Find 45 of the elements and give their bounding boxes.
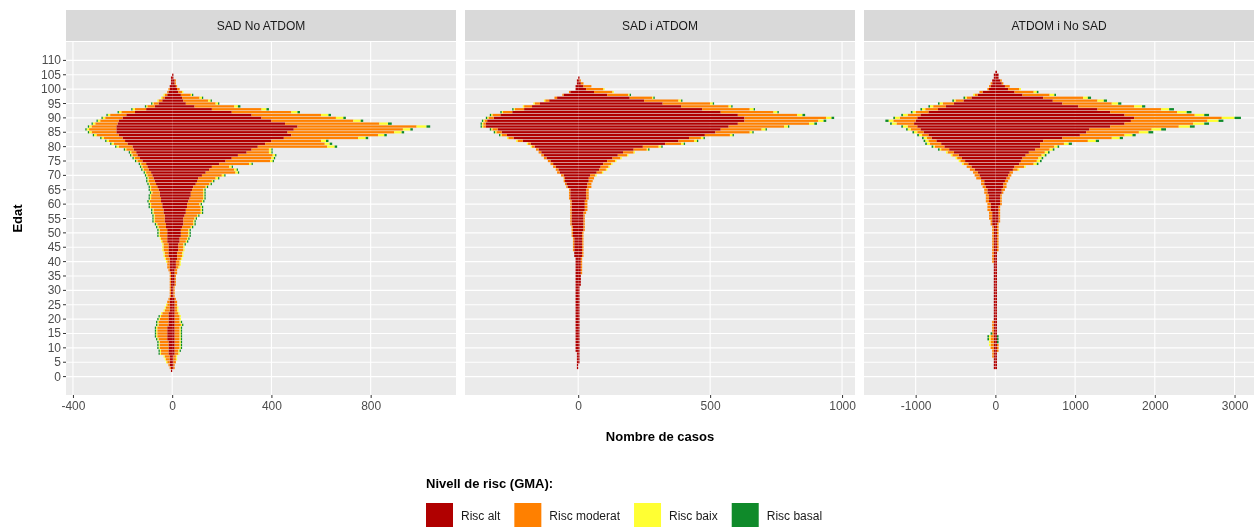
y-tick-label: 95 (47, 96, 62, 111)
y-tick-label: 110 (41, 53, 62, 68)
x-axis-title: Nombre de casos (605, 429, 715, 444)
y-tick-label: 15 (47, 326, 62, 341)
y-tick-label: 100 (40, 82, 62, 97)
y-axis-title: Edat (10, 203, 25, 233)
legend-label: Risc basal (766, 509, 823, 523)
legend-label: Risc baix (669, 509, 718, 523)
chart-title: SAD i ATDOM (622, 19, 698, 33)
legend-title: Nivell de risc (GMA): (426, 476, 554, 491)
y-tick-label: 85 (47, 125, 62, 140)
x-tick-label: -400 (61, 398, 86, 413)
y-tick-label: 65 (47, 182, 62, 197)
x-tick-label: 2000 (1141, 398, 1169, 413)
x-tick-label: 500 (700, 398, 721, 413)
x-tick-label: 1000 (1062, 398, 1090, 413)
x-tick-label: 0 (575, 398, 583, 413)
y-tick-label: 55 (47, 211, 62, 226)
legend-label: Risc moderat (549, 509, 621, 523)
y-tick-label: 70 (47, 168, 62, 183)
y-tick-label: 90 (47, 110, 62, 125)
y-tick-label: 45 (47, 240, 62, 255)
y-tick-label: 75 (47, 154, 62, 169)
x-tick-label: 1000 (829, 398, 857, 413)
y-tick-label: 105 (40, 67, 62, 82)
y-tick-label: 60 (47, 197, 62, 212)
x-tick-label: 0 (992, 398, 1000, 413)
y-tick-label: 25 (47, 297, 62, 312)
y-tick-label: 10 (47, 340, 62, 355)
y-tick-label: 30 (47, 283, 62, 298)
x-tick-label: 3000 (1221, 398, 1249, 413)
y-tick-label: 20 (47, 312, 62, 327)
x-tick-label: 400 (261, 398, 283, 413)
x-tick-label: 0 (169, 398, 177, 413)
chart-title: SAD No ATDOM (216, 19, 306, 33)
legend-label: Risc alt (461, 509, 502, 523)
y-tick-label: 5 (54, 355, 62, 370)
y-tick-label: 50 (47, 225, 62, 240)
y-tick-label: 80 (47, 139, 62, 154)
y-tick-label: 35 (47, 268, 62, 283)
x-tick-label: 800 (361, 398, 382, 413)
y-tick-label: 40 (47, 254, 62, 269)
x-tick-label: -1000 (900, 398, 932, 413)
y-tick-label: 0 (54, 369, 62, 384)
chart-title: ATDOM i No SAD (1011, 19, 1107, 33)
